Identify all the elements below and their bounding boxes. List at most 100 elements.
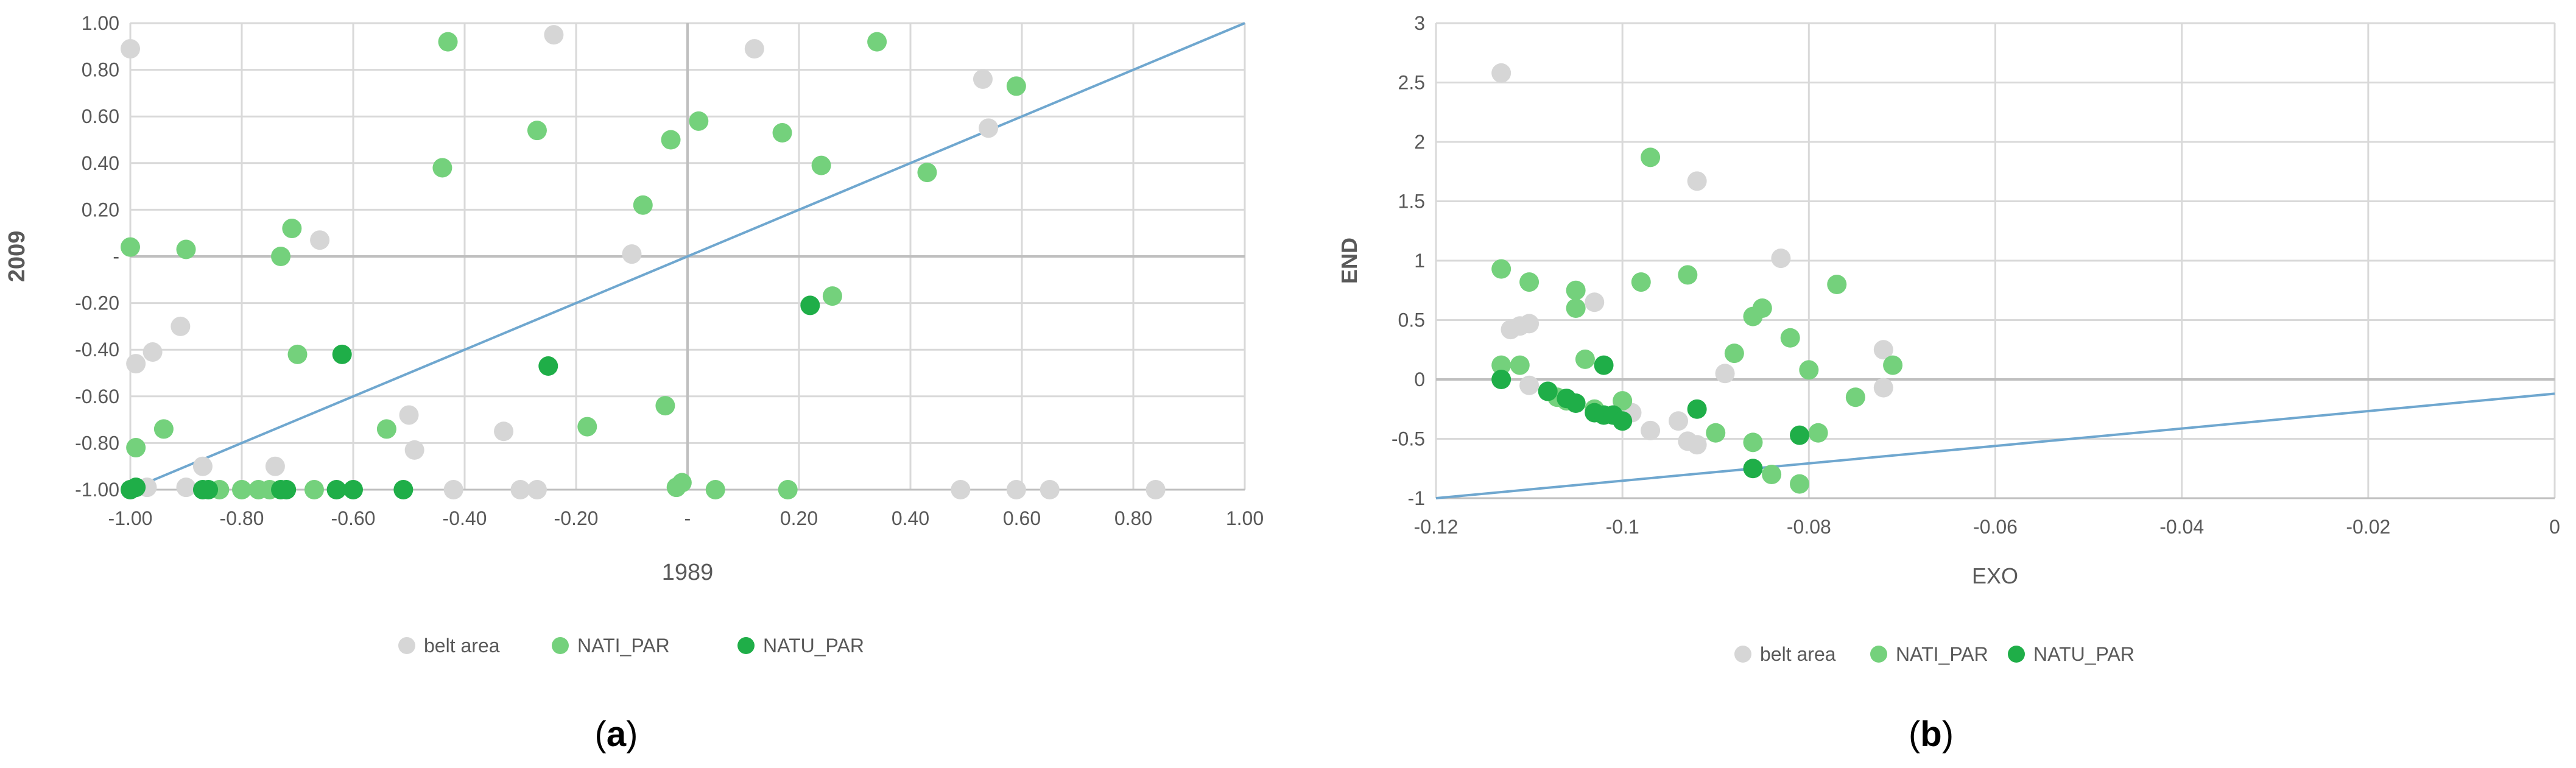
reference-line [1435,392,2555,499]
data-point [1585,292,1605,312]
data-point [1743,432,1763,453]
reference-line [130,22,1245,491]
data-point [282,219,302,239]
y-axis-title: END [1337,238,1362,284]
data-point [772,123,792,143]
y-tick-label: -0.60 [75,386,119,407]
chart-b-scatter: -0.12 -0.1 -0.08 -0.06 -0.04 -0.02 0 3 2.5 2 1.5 1 0… [1337,12,2560,665]
x-tick-label: -0.02 [2346,516,2390,538]
data-point [1006,76,1026,96]
data-point [126,477,146,498]
data-point [1678,265,1698,285]
data-point [1780,328,1800,348]
x-tick-label: -0.12 [1414,516,1459,538]
data-point [1808,423,1828,443]
data-point [399,405,419,425]
y-tick-label: 1.5 [1398,191,1425,213]
data-point [1491,259,1511,279]
legend-marker [1870,646,1887,663]
data-point [1491,63,1511,83]
data-point [1873,378,1893,398]
y-tick-label: 1.00 [82,12,119,34]
y-tick-label: 0.40 [82,152,119,174]
y-tick-label: -0.5 [1392,428,1425,450]
series-natu-par [1491,355,1810,479]
data-point [1706,423,1726,443]
x-tick-label: -1.00 [108,507,153,529]
data-point [1883,355,1903,375]
x-tick-label: -0.60 [331,507,376,529]
data-point [577,417,597,437]
data-point [443,480,463,499]
data-point [822,286,842,306]
data-point [800,295,820,315]
data-point [343,480,363,499]
legend-label: NATI_PAR [577,635,670,657]
x-tick-label: 1.00 [1226,507,1264,529]
data-point [1799,360,1819,380]
data-point [1006,480,1026,499]
data-point [1491,370,1511,389]
x-tick-label: 0.20 [780,507,818,529]
data-point [1641,147,1661,167]
data-point [1510,355,1530,375]
data-point [126,354,146,374]
data-point [176,239,196,259]
data-point [1594,355,1614,375]
data-point [304,480,324,499]
data-point [689,111,709,131]
data-point [376,419,396,439]
x-tick-label: 0 [2549,516,2560,538]
data-point [265,456,285,476]
y-tick-label: -1.00 [75,479,119,501]
legend-label: belt area [424,635,500,657]
data-point [1566,280,1586,300]
y-tick-label: -0.80 [75,432,119,454]
data-point [1040,480,1060,499]
y-tick-label: - [113,245,119,267]
data-point [1613,391,1633,411]
data-point [171,316,191,336]
data-point [121,237,140,257]
y-tick-label: 1 [1414,250,1425,272]
data-point [527,121,547,141]
data-point [1519,314,1540,334]
legend-marker [552,637,569,654]
data-point [1752,298,1772,318]
y-tick-label: 0.5 [1398,309,1425,331]
y-axis-title: 2009 [4,231,30,283]
x-tick-label: -0.1 [1606,516,1639,538]
data-point [1613,411,1633,431]
chart-a-scatter: -1.00 -0.80 -0.60 -0.40 -0.20-0.20 0.40 0.60 0.… [4,12,1264,657]
data-point [326,480,347,499]
data-point [973,69,993,89]
data-point [655,396,675,416]
data-point [287,344,308,364]
data-point [1538,381,1558,401]
data-point [271,247,291,266]
data-point [404,440,424,460]
data-point [778,480,798,499]
data-point [917,163,937,183]
data-point [1575,349,1595,369]
legend-label: NATU_PAR [763,635,864,657]
data-point [199,480,219,499]
data-point [951,480,971,499]
data-point [1641,420,1661,440]
data-point [527,480,547,499]
data-point [1491,355,1511,375]
data-point [744,39,764,59]
data-point [544,25,564,45]
data-point [1687,399,1707,419]
data-point [633,195,653,215]
y-tick-label: 0 [1414,368,1425,390]
y-tick-label: -0.40 [75,339,119,361]
legend-label: belt area [1760,643,1836,665]
data-point [811,155,831,175]
y-tick-label: 3 [1414,12,1425,34]
data-point [867,32,887,52]
data-point [1743,459,1763,479]
series-nati-par [121,32,1026,499]
data-point [510,480,530,499]
